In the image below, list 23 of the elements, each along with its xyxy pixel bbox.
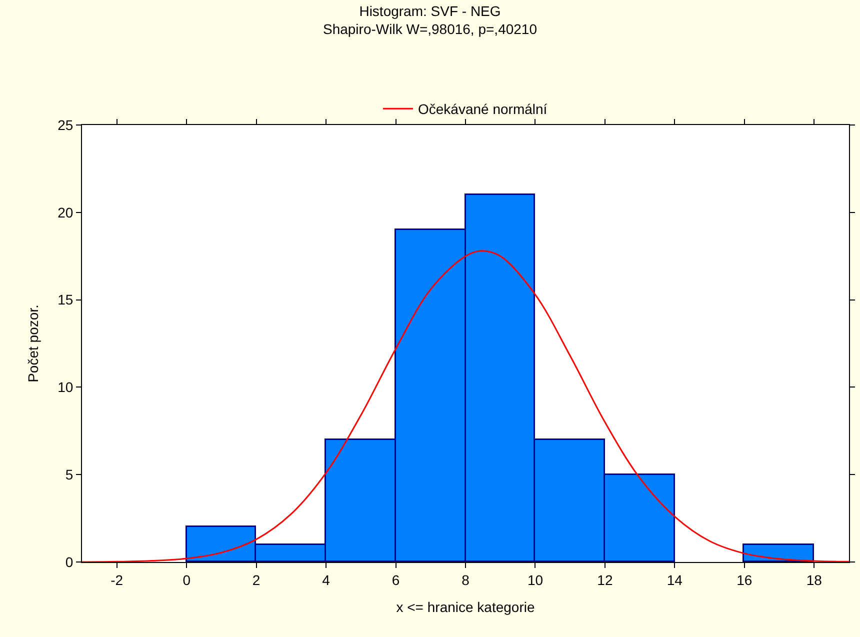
- x-tick-label: 6: [392, 572, 400, 588]
- chart-subtitle: Shapiro-Wilk W=,98016, p=,40210: [322, 21, 538, 38]
- y-tick-label: 20: [58, 204, 74, 220]
- line-series: [82, 250, 849, 562]
- x-tick-label: 10: [527, 572, 544, 588]
- x-tick-label: 8: [462, 572, 470, 588]
- x-tick-label: 16: [736, 572, 752, 588]
- x-tick-label: 2: [252, 572, 260, 588]
- y-tick-label: 25: [58, 116, 74, 133]
- x-tick-label: 18: [806, 572, 822, 588]
- x-tick-label: 0: [182, 572, 191, 588]
- x-tick-label: -2: [110, 572, 124, 588]
- y-tick-label: 5: [65, 466, 74, 482]
- x-axis-title: x <= hranice kategorie: [396, 599, 535, 616]
- y-tick-label: 0: [65, 554, 74, 570]
- x-tick-label: 4: [322, 572, 330, 588]
- y-axis-title: Počet pozor.: [25, 304, 42, 382]
- x-tick-label: 12: [597, 572, 613, 588]
- chart-title: Histogram: SVF - NEG: [359, 2, 501, 19]
- y-tick-label: 10: [58, 379, 74, 396]
- legend-label: Očekávané normální: [418, 101, 548, 118]
- x-tick-label: 14: [666, 572, 683, 588]
- y-tick-label: 15: [58, 292, 74, 308]
